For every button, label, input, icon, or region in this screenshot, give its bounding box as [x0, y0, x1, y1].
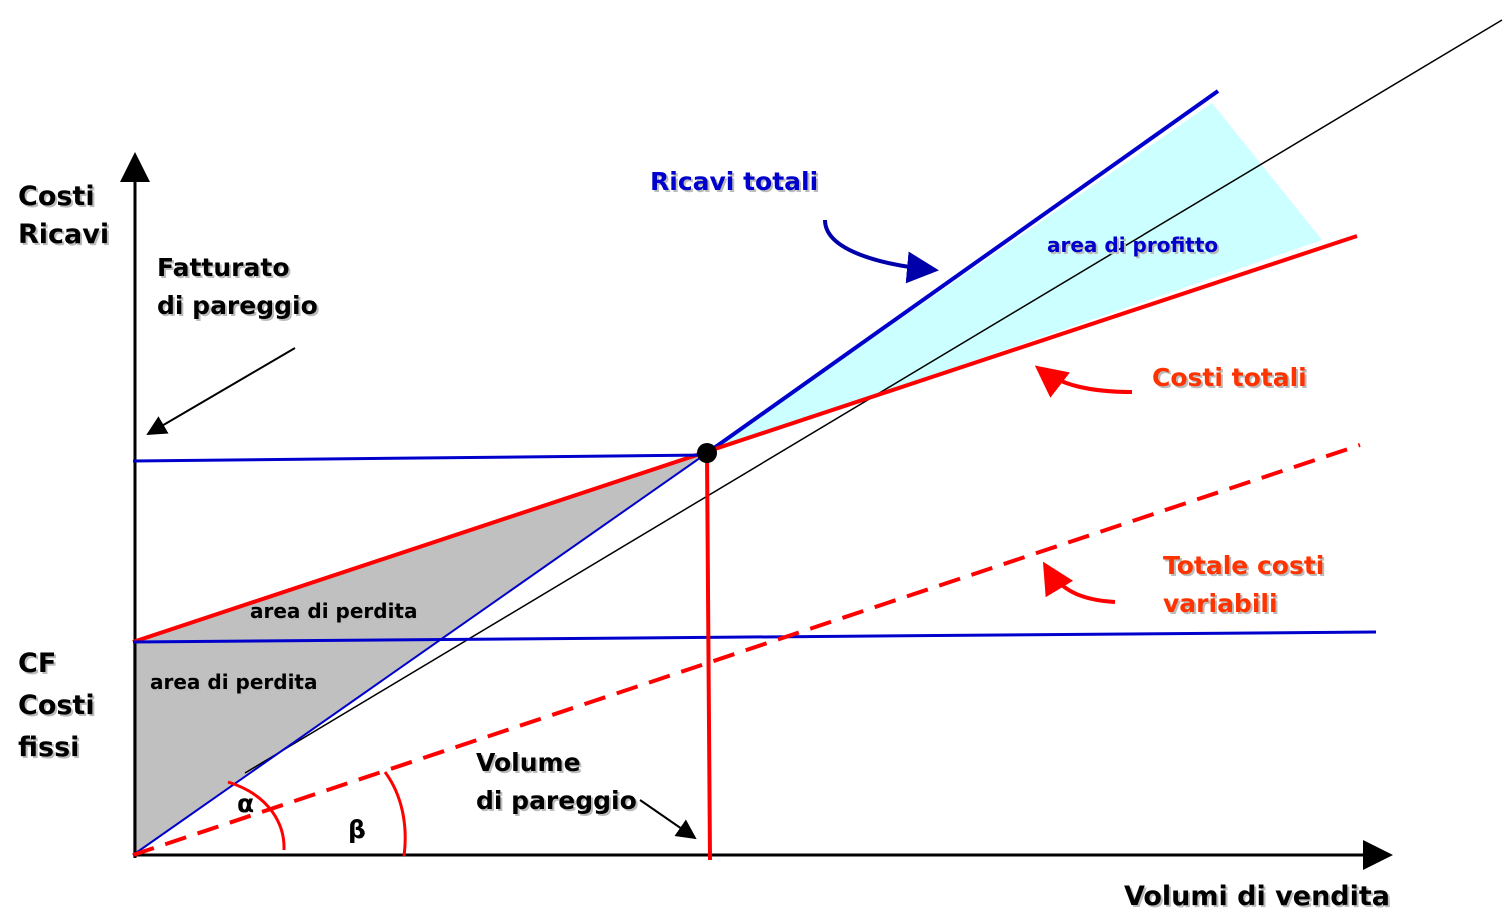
label: Costi totali — [1152, 363, 1307, 392]
arrow — [1034, 365, 1133, 398]
label: Costi — [18, 181, 95, 212]
label: Volume — [476, 748, 581, 777]
angle-arc — [383, 771, 407, 857]
arrow — [639, 799, 697, 840]
arrow — [146, 347, 296, 436]
label: area di profitto — [1047, 233, 1218, 257]
label: fissi — [18, 732, 79, 763]
label: β — [348, 815, 366, 844]
label: Ricavi totali — [650, 167, 818, 196]
label: variabili — [1163, 589, 1278, 618]
fixed-cost-line — [132, 630, 1377, 644]
label: Fatturato — [157, 253, 290, 282]
label: Ricavi — [18, 219, 109, 250]
areas — [133, 103, 1322, 855]
label: Volumi di vendita — [1124, 881, 1390, 912]
revenue-line-lower — [132, 452, 708, 856]
label: di pareggio — [476, 786, 637, 815]
label: α — [237, 789, 254, 818]
angle-arc — [227, 780, 286, 851]
total-cost-line — [132, 234, 1358, 644]
lines — [132, 19, 1503, 861]
label: Costi — [18, 690, 95, 721]
label: area di perdita — [250, 599, 418, 623]
label: CF — [18, 648, 56, 679]
arrow — [823, 219, 939, 284]
profit-area — [707, 103, 1322, 453]
arrow — [1042, 561, 1116, 604]
label: Totale costi — [1163, 551, 1324, 580]
break-even-revenue-line — [132, 453, 708, 463]
break-even-point — [697, 443, 717, 463]
axes — [120, 152, 1393, 870]
label: di pareggio — [157, 291, 318, 320]
labels: Costi Ricavi Volumi di vendita CF Costi … — [18, 167, 1390, 912]
variable-cost-line — [132, 443, 1361, 857]
break-even-volume-line — [705, 454, 712, 861]
label: area di perdita — [150, 670, 318, 694]
revenue-line-upper — [705, 89, 1220, 455]
arrows — [146, 219, 1133, 857]
